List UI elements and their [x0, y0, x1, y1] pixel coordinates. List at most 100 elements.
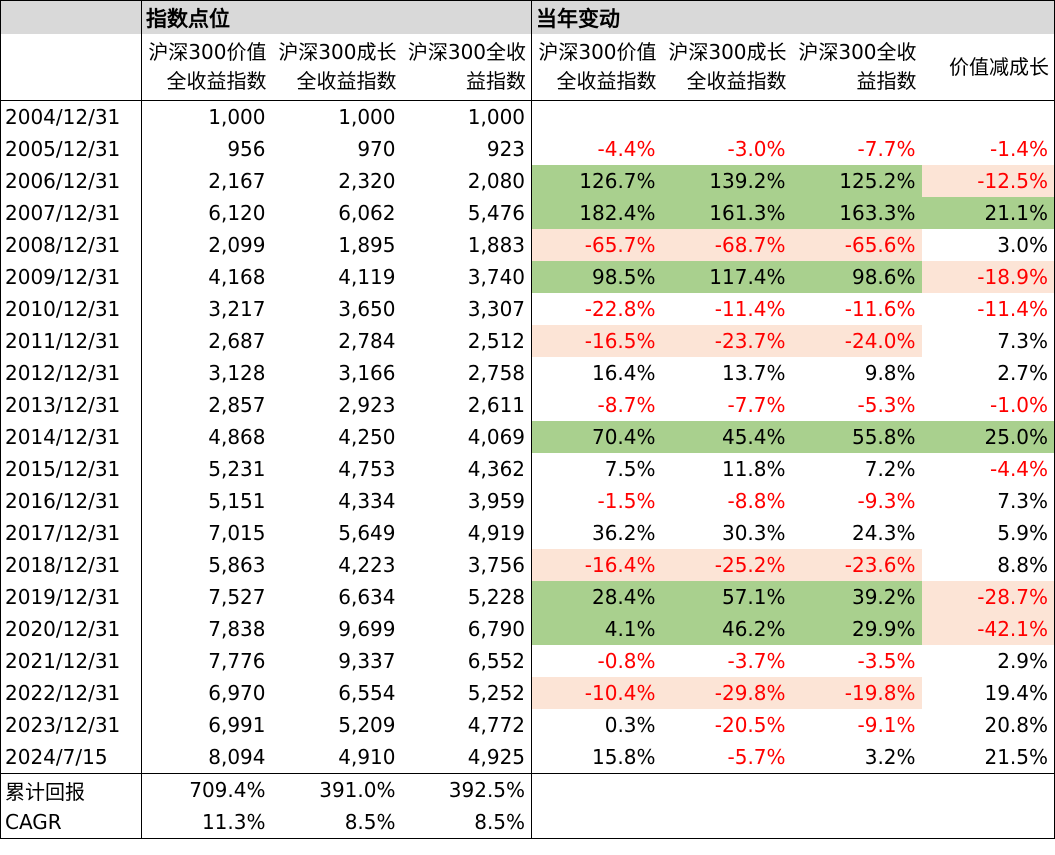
annual-change-cell[interactable]: -9.1%	[857, 713, 916, 737]
index-level-cell[interactable]: 5,151	[208, 489, 266, 513]
date-cell[interactable]: 2013/12/31	[0, 389, 142, 421]
value-minus-growth-cell[interactable]: -1.4%	[921, 133, 1055, 165]
index-level-cell[interactable]: 5,209	[338, 713, 396, 737]
annual-change-cell[interactable]: 139.2%	[661, 165, 792, 197]
annual-change-cell[interactable]: 55.8%	[791, 421, 922, 453]
column-header-blank-cell[interactable]	[0, 34, 142, 101]
summary-label-cell[interactable]: 累计回报	[0, 773, 142, 806]
group-header-blank-cell[interactable]	[0, 0, 142, 34]
annual-change-cell[interactable]: 0.3%	[604, 713, 656, 737]
index-level-cell[interactable]: 6,970	[208, 681, 266, 705]
index-level-cell[interactable]: 3,650	[338, 297, 396, 321]
annual-change-cell[interactable]: -4.4%	[597, 137, 656, 161]
annual-change-cell[interactable]: 3.2%	[791, 741, 922, 774]
summary-value-cell[interactable]: 392.5%	[401, 773, 533, 806]
annual-change-cell[interactable]: 117.4%	[661, 261, 792, 293]
index-level-cell[interactable]: 1,883	[401, 229, 533, 261]
date-cell[interactable]: 2005/12/31	[0, 133, 142, 165]
index-level-cell[interactable]: 7,015	[208, 521, 266, 545]
index-level-cell[interactable]: 2,687	[208, 329, 266, 353]
index-level-cell[interactable]: 3,307	[401, 293, 533, 325]
annual-change-cell[interactable]: 24.3%	[851, 521, 916, 545]
index-level-cell[interactable]: 6,552	[401, 645, 533, 677]
index-level-cell[interactable]: 2,923	[338, 393, 396, 417]
date-cell[interactable]: 2020/12/31	[0, 613, 142, 645]
summary-value-cell[interactable]: 8.5%	[271, 806, 402, 839]
index-level-cell[interactable]: 4,753	[338, 457, 396, 481]
index-level-cell[interactable]: 970	[357, 137, 396, 161]
index-level-cell[interactable]: 3,756	[401, 549, 533, 581]
index-level-cell[interactable]: 2,080	[401, 165, 533, 197]
index-level-cell[interactable]: 7,776	[208, 649, 266, 673]
annual-change-cell[interactable]: -65.6%	[791, 229, 922, 261]
index-level-cell[interactable]: 6,062	[338, 201, 396, 225]
annual-change-cell[interactable]: 161.3%	[661, 197, 792, 229]
column-header-value-1[interactable]: 沪深300成长 全收益指数	[271, 34, 402, 101]
value-minus-growth-cell[interactable]: 7.3%	[921, 325, 1055, 357]
summary-label-cell[interactable]: CAGR	[0, 806, 142, 839]
index-level-cell[interactable]: 3,740	[401, 261, 533, 293]
date-cell[interactable]: 2017/12/31	[0, 517, 142, 549]
annual-change-cell[interactable]: 70.4%	[531, 421, 662, 453]
date-cell[interactable]: 2004/12/31	[0, 100, 142, 133]
date-cell[interactable]: 2009/12/31	[0, 261, 142, 293]
index-level-cell[interactable]: 1,000	[401, 100, 533, 133]
date-cell[interactable]: 2021/12/31	[0, 645, 142, 677]
index-level-cell[interactable]: 4,223	[338, 553, 396, 577]
value-minus-growth-cell[interactable]: 3.0%	[921, 229, 1055, 261]
index-level-cell[interactable]: 7,838	[208, 617, 266, 641]
annual-change-cell[interactable]: -19.8%	[791, 677, 922, 709]
date-cell[interactable]: 2024/7/15	[0, 741, 142, 774]
annual-change-cell[interactable]: -22.8%	[584, 297, 656, 321]
index-level-cell[interactable]: 2,758	[401, 357, 533, 389]
annual-change-cell[interactable]: 36.2%	[591, 521, 656, 545]
annual-change-cell[interactable]: -5.3%	[857, 393, 916, 417]
annual-change-cell[interactable]: 126.7%	[531, 165, 662, 197]
value-minus-growth-cell[interactable]: -42.1%	[921, 613, 1055, 645]
date-cell[interactable]: 2023/12/31	[0, 709, 142, 741]
annual-change-cell[interactable]: -65.7%	[531, 229, 662, 261]
index-level-cell[interactable]: 4,334	[338, 489, 396, 513]
summary-value-cell[interactable]: 11.3%	[141, 806, 272, 839]
index-level-cell[interactable]: 6,120	[208, 201, 266, 225]
value-minus-growth-cell[interactable]: 2.9%	[921, 645, 1055, 677]
annual-change-cell[interactable]	[662, 101, 792, 134]
annual-change-cell[interactable]: -7.7%	[857, 137, 916, 161]
index-level-cell[interactable]: 9,337	[338, 649, 396, 673]
index-level-cell[interactable]: 4,250	[338, 425, 396, 449]
value-minus-growth-cell[interactable]: -28.7%	[921, 581, 1055, 613]
annual-change-cell[interactable]: -11.4%	[714, 297, 786, 321]
index-level-cell[interactable]: 4,119	[338, 265, 396, 289]
index-level-cell[interactable]: 5,228	[401, 581, 533, 613]
index-level-cell[interactable]: 2,320	[338, 169, 396, 193]
value-minus-growth-cell[interactable]: 21.1%	[921, 197, 1055, 229]
value-minus-growth-cell[interactable]: 25.0%	[921, 421, 1055, 453]
annual-change-cell[interactable]: 98.5%	[531, 261, 662, 293]
index-level-cell[interactable]: 4,925	[401, 741, 533, 774]
index-level-cell[interactable]: 1,000	[338, 105, 396, 129]
annual-change-cell[interactable]: -16.5%	[531, 325, 662, 357]
value-minus-growth-cell[interactable]: -18.9%	[921, 261, 1055, 293]
index-level-cell[interactable]: 9,699	[338, 617, 396, 641]
annual-change-cell[interactable]: 30.3%	[721, 521, 786, 545]
date-cell[interactable]: 2019/12/31	[0, 581, 142, 613]
summary-value-cell[interactable]: 391.0%	[319, 778, 396, 802]
index-level-cell[interactable]: 4,362	[401, 453, 533, 485]
column-header-change-1[interactable]: 沪深300成长 全收益指数	[661, 34, 792, 101]
annual-change-cell[interactable]: 16.4%	[591, 361, 656, 385]
annual-change-cell[interactable]: -10.4%	[531, 677, 662, 709]
index-level-cell[interactable]: 956	[227, 137, 266, 161]
annual-change-cell[interactable]: -24.0%	[791, 325, 922, 357]
index-level-cell[interactable]: 923	[401, 133, 533, 165]
column-header-value-2[interactable]: 沪深300全收 益指数	[401, 34, 533, 101]
value-minus-growth-cell[interactable]: -12.5%	[921, 165, 1055, 197]
index-level-cell[interactable]: 5,252	[401, 677, 533, 709]
date-cell[interactable]: 2007/12/31	[0, 197, 142, 229]
index-level-cell[interactable]: 5,231	[208, 457, 266, 481]
value-minus-growth-cell[interactable]: 19.4%	[921, 677, 1055, 709]
annual-change-cell[interactable]: 29.9%	[791, 613, 922, 645]
index-level-cell[interactable]: 1,895	[338, 233, 396, 257]
summary-blank-cell[interactable]	[531, 773, 1055, 806]
index-level-cell[interactable]: 4,910	[271, 741, 402, 774]
value-minus-growth-cell[interactable]: -11.4%	[921, 293, 1055, 325]
